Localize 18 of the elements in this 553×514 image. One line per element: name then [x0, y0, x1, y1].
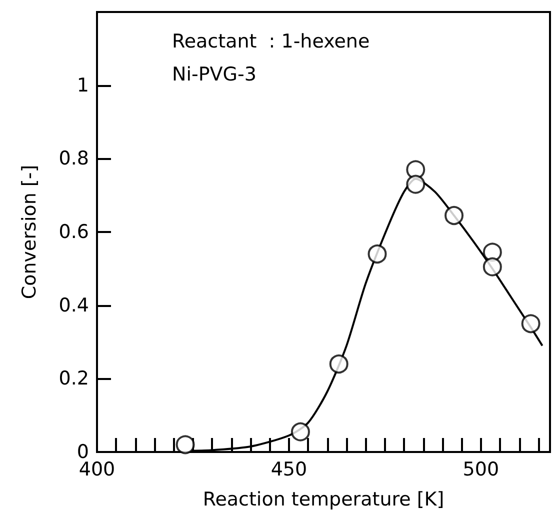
- point: [482, 257, 502, 276]
- point: [444, 206, 464, 225]
- point: [329, 354, 348, 374]
- point: [521, 314, 540, 334]
- point: [368, 244, 387, 264]
- y-tick-label: 0.6: [58, 221, 89, 243]
- x-axis-title: Reaction temperature [K]: [202, 488, 444, 510]
- annotation: Reactant : 1-hexene: [172, 30, 370, 52]
- y-axis-title: Conversion [-]: [18, 164, 40, 300]
- y-tick-label: 1: [76, 74, 89, 96]
- y-tick-label: 0.2: [58, 368, 89, 390]
- y-tick-label: 0.4: [58, 294, 89, 316]
- annotation: Ni-PVG-3: [172, 64, 256, 86]
- x-tick-label: 500: [462, 458, 500, 480]
- y-tick-label: 0.8: [58, 148, 89, 170]
- point: [290, 422, 310, 442]
- x-tick-label: 450: [270, 458, 308, 480]
- point: [406, 174, 426, 194]
